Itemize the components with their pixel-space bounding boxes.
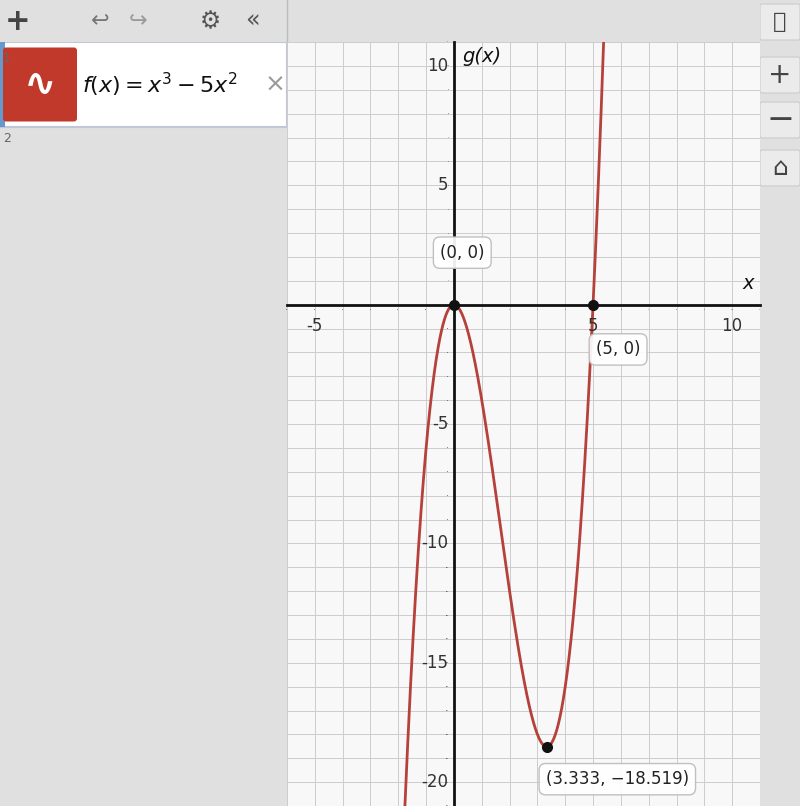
Text: ⌂: ⌂ [772,156,788,180]
Text: 2: 2 [3,132,11,145]
Text: (3.333, −18.519): (3.333, −18.519) [546,771,689,788]
FancyBboxPatch shape [760,57,800,93]
FancyBboxPatch shape [760,102,800,138]
FancyBboxPatch shape [0,42,5,127]
Text: ↩: ↩ [90,11,110,31]
Text: $f(x) = x^3 - 5x^2$: $f(x) = x^3 - 5x^2$ [82,70,238,98]
Text: -5: -5 [306,317,323,334]
Text: 5: 5 [588,317,598,334]
Text: ⚙: ⚙ [199,9,221,33]
Text: -10: -10 [422,534,448,552]
Text: -5: -5 [432,415,448,433]
Text: 10: 10 [722,317,742,334]
Text: +: + [768,61,792,89]
Text: g(x): g(x) [462,47,502,66]
Text: (5, 0): (5, 0) [596,340,640,359]
Text: ↪: ↪ [129,11,147,31]
Text: −: − [766,103,794,136]
Text: 1: 1 [3,52,11,65]
FancyBboxPatch shape [3,48,77,122]
Text: 5: 5 [438,177,448,194]
FancyBboxPatch shape [0,42,287,127]
Text: «: « [245,9,259,33]
Text: ×: × [265,73,286,97]
Text: -20: -20 [422,773,448,791]
FancyBboxPatch shape [760,150,800,186]
Text: 🔧: 🔧 [774,12,786,32]
Text: -15: -15 [422,654,448,671]
Text: ∿: ∿ [24,65,56,103]
Text: (0, 0): (0, 0) [440,243,485,262]
Text: +: + [5,6,31,35]
Text: x: x [743,274,754,293]
Text: 10: 10 [427,57,448,75]
FancyBboxPatch shape [760,4,800,40]
